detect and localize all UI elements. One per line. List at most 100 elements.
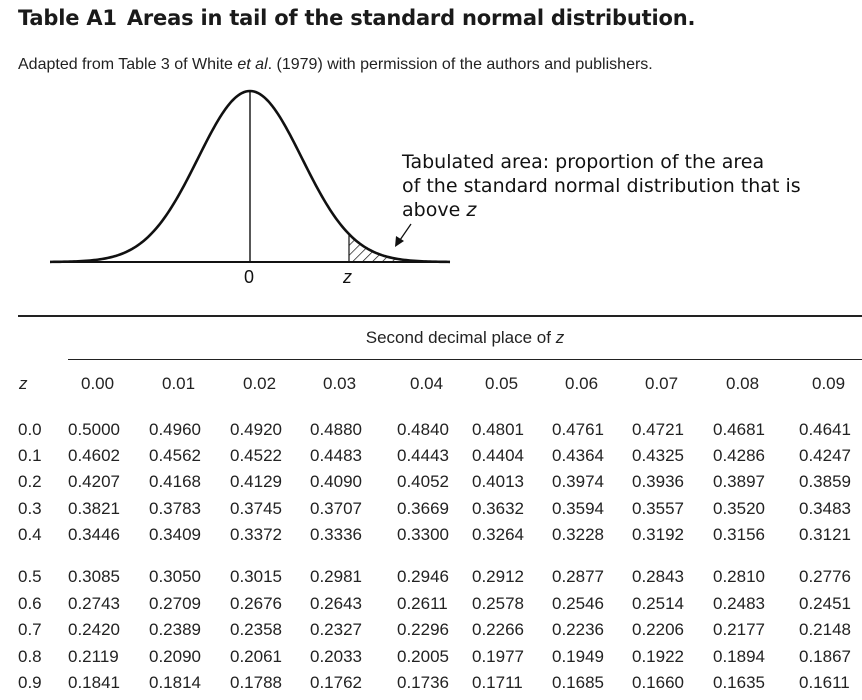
table-cell: 0.5000 xyxy=(68,420,120,439)
table-cell: 0.2033 xyxy=(310,647,362,666)
table-cell: 0.3557 xyxy=(632,499,684,518)
table-cell: 0.4013 xyxy=(472,472,524,491)
table-cell: 0.3192 xyxy=(632,525,684,544)
table-cell: 0.4090 xyxy=(310,472,362,491)
table-cell: 0.2327 xyxy=(310,620,362,639)
table-cell: 0.4404 xyxy=(472,446,524,465)
table-cell: 0.1949 xyxy=(552,647,604,666)
table-cell: 0.2743 xyxy=(68,594,120,613)
caption-line-2: of the standard normal distribution that… xyxy=(402,175,801,197)
table-cell: 0.4129 xyxy=(230,472,282,491)
table-cell: 0.2843 xyxy=(632,567,684,586)
table-cell: 0.4801 xyxy=(472,420,524,439)
table-cell: 0.3520 xyxy=(713,499,765,518)
column-header: 0.09 xyxy=(812,374,846,393)
table-cell: 0.4325 xyxy=(632,446,684,465)
column-header: 0.03 xyxy=(323,374,357,393)
table-cell: 0.3409 xyxy=(149,525,201,544)
table-cell: 0.2090 xyxy=(149,647,201,666)
table-cell: 0.1660 xyxy=(632,673,684,692)
row-z-value: 0.5 xyxy=(18,567,42,586)
table-cell: 0.3783 xyxy=(149,499,201,518)
table-top-rule xyxy=(18,315,862,317)
table-cell: 0.2946 xyxy=(397,567,449,586)
column-header: 0.02 xyxy=(243,374,277,393)
table-cell: 0.4641 xyxy=(799,420,851,439)
table-cell: 0.1867 xyxy=(799,647,851,666)
column-header: 0.06 xyxy=(565,374,599,393)
table-cell: 0.1762 xyxy=(310,673,362,692)
table-cell: 0.1977 xyxy=(472,647,524,666)
table-cell: 0.4562 xyxy=(149,446,201,465)
table-cell: 0.2236 xyxy=(552,620,604,639)
table-cell: 0.4960 xyxy=(149,420,201,439)
caption-line-3: above z xyxy=(402,199,477,221)
table-cell: 0.1841 xyxy=(68,673,120,692)
table-cell: 0.2912 xyxy=(472,567,524,586)
table-cell: 0.4681 xyxy=(713,420,765,439)
source-note-etal: et al xyxy=(237,56,268,73)
table-cell: 0.2546 xyxy=(552,594,604,613)
table-cell: 0.2578 xyxy=(472,594,524,613)
table-cell: 0.4443 xyxy=(397,446,449,465)
table-cell: 0.4483 xyxy=(310,446,362,465)
table-cell: 0.2358 xyxy=(230,620,282,639)
table-cell: 0.1814 xyxy=(149,673,201,692)
column-header: 0.01 xyxy=(162,374,196,393)
table-cell: 0.3121 xyxy=(799,525,851,544)
table-cell: 0.3859 xyxy=(799,472,851,491)
row-z-value: 0.9 xyxy=(18,673,42,692)
table-cell: 0.4364 xyxy=(552,446,604,465)
row-z-value: 0.3 xyxy=(18,499,42,518)
table-cell: 0.3483 xyxy=(799,499,851,518)
table-cell: 0.2877 xyxy=(552,567,604,586)
table-cell: 0.2709 xyxy=(149,594,201,613)
column-header: 0.08 xyxy=(726,374,760,393)
table-cell: 0.1611 xyxy=(799,673,850,692)
table-cell: 0.3300 xyxy=(397,525,449,544)
table-cell: 0.1711 xyxy=(472,673,523,692)
table-title-text: Areas in tail of the standard normal dis… xyxy=(126,6,696,30)
row-z-value: 0.7 xyxy=(18,620,42,639)
table-cell: 0.3264 xyxy=(472,525,524,544)
table-cell: 0.1922 xyxy=(632,647,684,666)
source-note-after: . (1979) with permission of the authors … xyxy=(267,56,653,73)
table-cell: 0.2451 xyxy=(799,594,851,613)
table-cell: 0.3897 xyxy=(713,472,765,491)
table-column-group-header: Second decimal place of z xyxy=(365,328,565,347)
caption-pointer xyxy=(399,223,412,241)
table-cell: 0.4522 xyxy=(230,446,282,465)
row-z-value: 0.8 xyxy=(18,647,42,666)
table-cell: 0.3936 xyxy=(632,472,684,491)
table-cell: 0.3085 xyxy=(68,567,120,586)
table-cell: 0.4207 xyxy=(68,472,120,491)
normal-curve-figure xyxy=(49,89,451,264)
table-subheader-rule xyxy=(68,359,862,360)
table-cell: 0.4880 xyxy=(310,420,362,439)
table-cell: 0.2061 xyxy=(230,647,282,666)
table-cell: 0.4840 xyxy=(397,420,449,439)
table-cell: 0.3632 xyxy=(472,499,524,518)
table-cell: 0.3372 xyxy=(230,525,282,544)
table-cell: 0.2981 xyxy=(310,567,362,586)
axis-label-z: z xyxy=(343,267,352,287)
table-cell: 0.2420 xyxy=(68,620,120,639)
table-cell: 0.3228 xyxy=(552,525,604,544)
table-cell: 0.3336 xyxy=(310,525,362,544)
table-cell: 0.4761 xyxy=(552,420,604,439)
row-z-value: 0.6 xyxy=(18,594,42,613)
table-cell: 0.2483 xyxy=(713,594,765,613)
caption-line-1: Tabulated area: proportion of the area xyxy=(402,151,765,173)
table-cell: 0.4602 xyxy=(68,446,120,465)
figure-caption: Tabulated area: proportion of the area o… xyxy=(402,150,801,222)
table-cell: 0.3821 xyxy=(68,499,120,518)
table-cell: 0.2676 xyxy=(230,594,282,613)
source-note: Adapted from Table 3 of White et al. (19… xyxy=(18,56,653,74)
table-cell: 0.3594 xyxy=(552,499,604,518)
table-cell: 0.1788 xyxy=(230,673,282,692)
table-cell: 0.1685 xyxy=(552,673,604,692)
column-header: 0.04 xyxy=(410,374,444,393)
table-cell: 0.2643 xyxy=(310,594,362,613)
table-cell: 0.3974 xyxy=(552,472,604,491)
row-z-value: 0.2 xyxy=(18,472,42,491)
